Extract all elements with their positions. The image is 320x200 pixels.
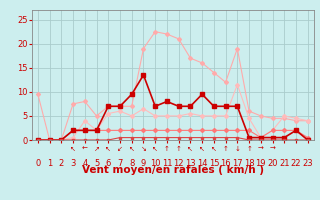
Text: ↑: ↑	[246, 146, 252, 152]
Text: 2: 2	[59, 159, 64, 168]
Text: ↑: ↑	[176, 146, 182, 152]
Text: 11: 11	[162, 159, 172, 168]
Text: 0: 0	[35, 159, 41, 168]
Text: 9: 9	[141, 159, 146, 168]
Text: 5: 5	[94, 159, 99, 168]
Text: 13: 13	[185, 159, 196, 168]
Text: ↗: ↗	[93, 146, 100, 152]
Text: ↖: ↖	[188, 146, 193, 152]
Text: ↖: ↖	[129, 146, 135, 152]
Text: 16: 16	[220, 159, 231, 168]
Text: ↖: ↖	[105, 146, 111, 152]
Text: 22: 22	[291, 159, 301, 168]
Text: ↙: ↙	[117, 146, 123, 152]
Text: 19: 19	[256, 159, 266, 168]
Text: 23: 23	[302, 159, 313, 168]
Text: ↖: ↖	[70, 146, 76, 152]
Text: 14: 14	[197, 159, 207, 168]
Text: 20: 20	[267, 159, 278, 168]
Text: ↖: ↖	[152, 146, 158, 152]
Text: ↘: ↘	[140, 146, 147, 152]
Text: 21: 21	[279, 159, 290, 168]
Text: Vent moyen/en rafales ( km/h ): Vent moyen/en rafales ( km/h )	[82, 165, 264, 175]
Text: →: →	[269, 146, 276, 152]
Text: 12: 12	[173, 159, 184, 168]
Text: 7: 7	[117, 159, 123, 168]
Text: ↑: ↑	[164, 146, 170, 152]
Text: 17: 17	[232, 159, 243, 168]
Text: 4: 4	[82, 159, 87, 168]
Text: 1: 1	[47, 159, 52, 168]
Text: ↖: ↖	[199, 146, 205, 152]
Text: 18: 18	[244, 159, 254, 168]
Text: →: →	[258, 146, 264, 152]
Text: ↑: ↑	[223, 146, 228, 152]
Text: 15: 15	[209, 159, 219, 168]
Text: 10: 10	[150, 159, 160, 168]
Text: ↓: ↓	[234, 146, 240, 152]
Text: 6: 6	[106, 159, 111, 168]
Text: 3: 3	[70, 159, 76, 168]
Text: 8: 8	[129, 159, 134, 168]
Text: ↖: ↖	[211, 146, 217, 152]
Text: ←: ←	[82, 146, 88, 152]
